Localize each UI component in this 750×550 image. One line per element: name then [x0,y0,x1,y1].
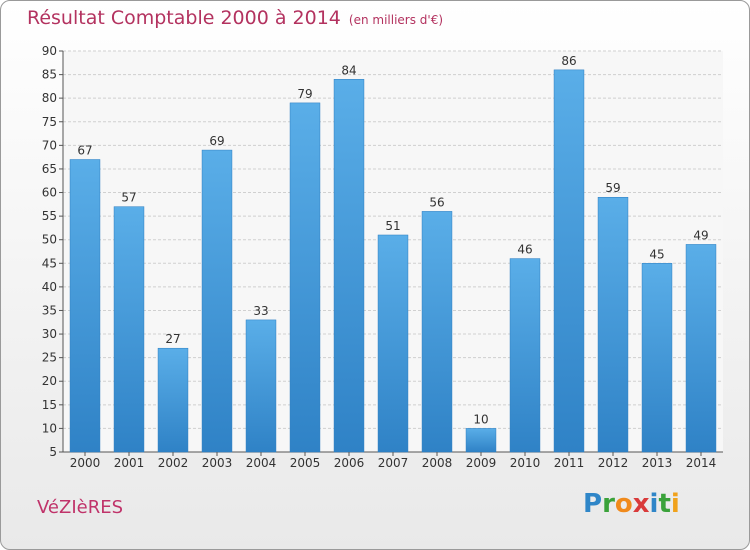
x-tick-label: 2006 [334,456,365,470]
bar [201,149,233,453]
bar [113,206,145,453]
x-tick-label: 2012 [598,456,629,470]
y-tick-label: 65 [42,162,57,176]
x-tick-label: 2003 [202,456,233,470]
x-tick-label: 2002 [158,456,189,470]
bar [289,102,321,453]
x-tick-label: 2005 [290,456,321,470]
bar [553,69,585,453]
bar-value-label: 27 [165,332,180,346]
logo-letter: i [649,489,659,519]
x-tick-label: 2014 [686,456,717,470]
y-tick-label: 20 [42,374,57,388]
y-tick-label: 55 [42,209,57,223]
bar [245,319,277,453]
chart-title: Résultat Comptable 2000 à 2014 (en millie… [27,7,443,29]
bar-value-label: 56 [429,195,444,209]
y-tick-label: 40 [42,280,57,294]
y-tick-label: 50 [42,233,57,247]
bar [69,159,101,453]
bar-value-label: 69 [209,134,224,148]
bar [157,347,189,453]
bar-value-label: 45 [649,247,664,261]
x-tick-label: 2001 [114,456,145,470]
x-tick-label: 2013 [642,456,673,470]
x-tick-label: 2004 [246,456,277,470]
y-tick-label: 80 [42,91,57,105]
chart-title-text: Résultat Comptable 2000 à 2014 [27,7,341,29]
location-name: VéZIèRES [37,497,124,518]
x-tick-label: 2007 [378,456,409,470]
bar [465,428,497,453]
bar-value-label: 79 [297,87,312,101]
proxiti-logo: Proxiti [583,489,680,519]
logo-letter: t [658,489,671,519]
y-tick-label: 15 [42,398,57,412]
x-tick-label: 2008 [422,456,453,470]
y-tick-label: 10 [42,421,57,435]
bar-value-label: 59 [605,181,620,195]
y-tick-label: 70 [42,138,57,152]
y-tick-label: 90 [42,44,57,58]
x-tick-label: 2009 [466,456,497,470]
bar-value-label: 33 [253,304,268,318]
bar [509,258,541,453]
y-tick-label: 60 [42,186,57,200]
y-tick-label: 75 [42,115,57,129]
x-tick-label: 2011 [554,456,585,470]
y-tick-label: 85 [42,68,57,82]
bar-value-label: 84 [341,63,356,77]
bar-value-label: 57 [121,191,136,205]
y-tick-label: 45 [42,256,57,270]
y-tick-label: 35 [42,303,57,317]
bar [421,211,453,453]
x-tick-label: 2000 [70,456,101,470]
bar-value-label: 67 [77,144,92,158]
bar [333,79,365,453]
bar [377,234,409,453]
logo-letter: o [614,489,633,519]
x-tick-label: 2010 [510,456,541,470]
bar [597,196,629,453]
logo-letter: r [602,489,615,519]
bar-value-label: 46 [517,243,532,257]
logo-letter: i [670,489,680,519]
logo-letter: P [583,489,603,519]
logo-letter: x [632,489,650,519]
bar-value-label: 49 [693,228,708,242]
chart-subtitle: (en milliers d'€) [348,13,444,27]
bar [641,263,673,453]
bar-value-label: 51 [385,219,400,233]
bar-value-label: 86 [561,54,576,68]
y-tick-label: 25 [42,351,57,365]
y-tick-label: 5 [49,445,57,459]
bar-value-label: 10 [473,412,488,426]
bar [685,244,717,453]
y-tick-label: 30 [42,327,57,341]
